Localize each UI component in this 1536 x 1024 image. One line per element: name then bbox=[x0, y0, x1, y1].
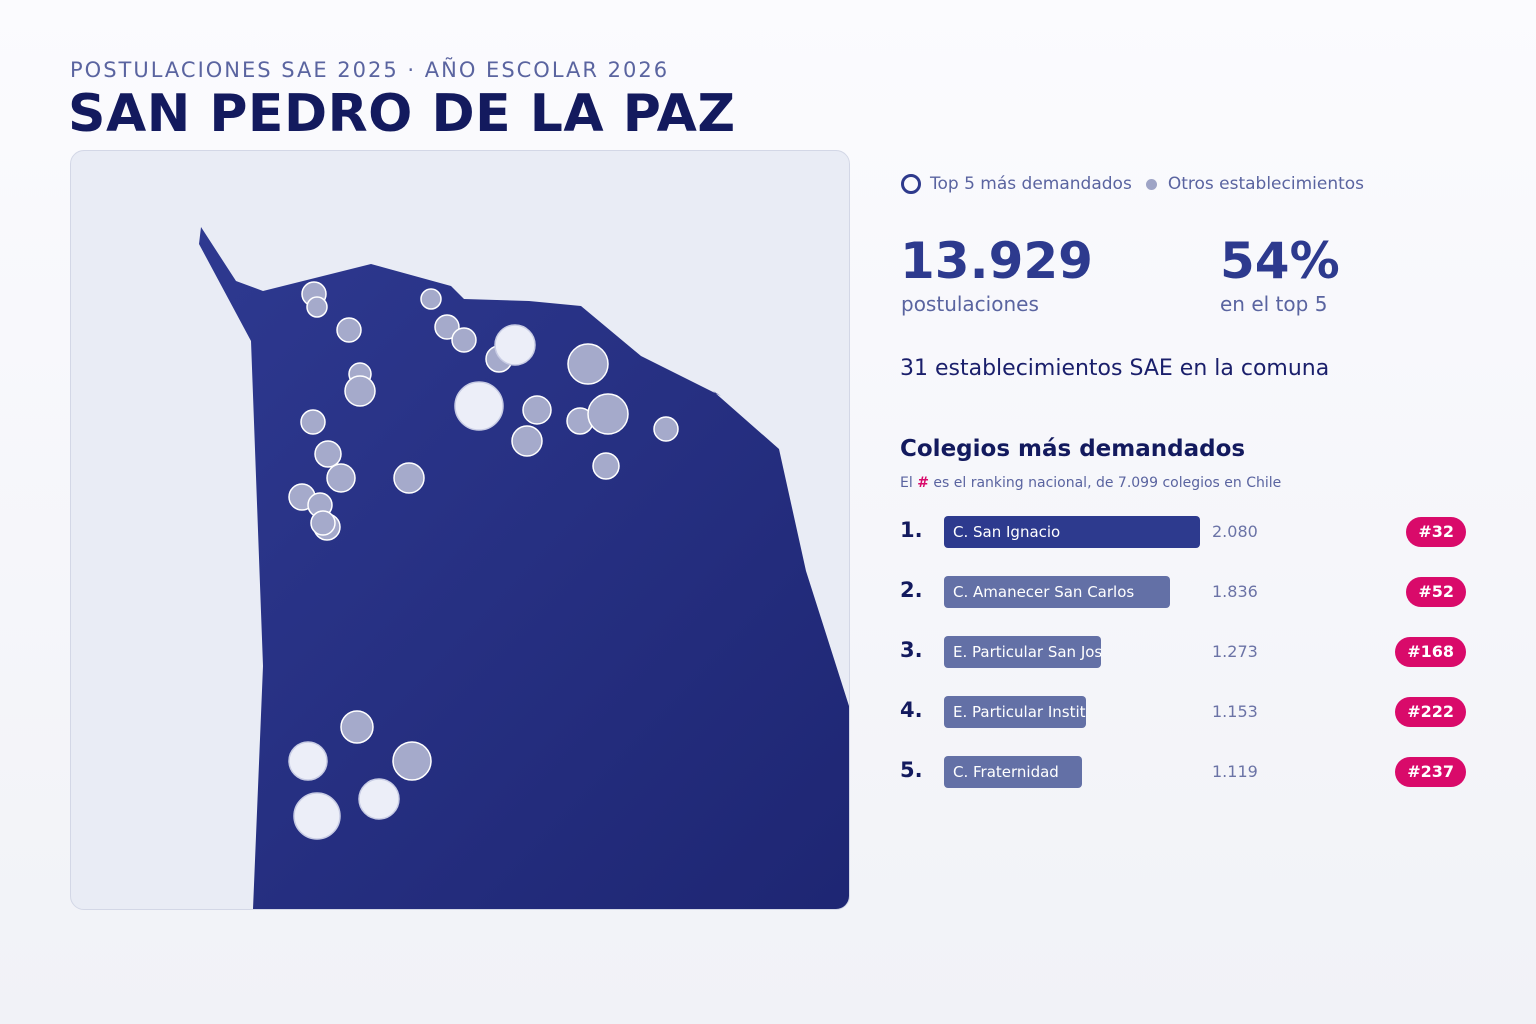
applications-value: 1.119 bbox=[1212, 762, 1258, 781]
school-marker[interactable] bbox=[587, 393, 629, 435]
ranking-row: 2. C. Amanecer San Carlos 1.836 #52 bbox=[900, 576, 1466, 610]
ranking-row: 5. C. Fraternidad 1.119 #237 bbox=[900, 756, 1466, 790]
applications-label: postulaciones bbox=[901, 292, 1039, 316]
school-marker[interactable] bbox=[420, 288, 442, 310]
school-marker[interactable] bbox=[653, 416, 679, 442]
demand-bar: E. Particular Instituto bbox=[944, 696, 1086, 728]
ranking-title: Colegios más demandados bbox=[900, 436, 1246, 462]
top5-share: 54% bbox=[1220, 232, 1340, 290]
school-marker[interactable] bbox=[392, 741, 432, 781]
ranking-row: 1. C. San Ignacio 2.080 #32 bbox=[900, 516, 1466, 550]
legend-top5-label: Top 5 más demandados bbox=[930, 174, 1132, 194]
school-marker[interactable] bbox=[344, 375, 376, 407]
national-rank-badge: #222 bbox=[1395, 697, 1466, 727]
commune-map bbox=[199, 227, 849, 909]
school-marker[interactable] bbox=[306, 296, 328, 318]
rank-number: 3. bbox=[900, 638, 923, 662]
applications-value: 1.273 bbox=[1212, 642, 1258, 661]
schools-count: 31 establecimientos SAE en la comuna bbox=[900, 356, 1330, 381]
top5-school-marker[interactable] bbox=[358, 778, 400, 820]
rank-number: 2. bbox=[900, 578, 923, 602]
top5-share-label: en el top 5 bbox=[1220, 292, 1328, 316]
school-marker[interactable] bbox=[511, 425, 543, 457]
national-rank-badge: #168 bbox=[1395, 637, 1466, 667]
applications-value: 1.836 bbox=[1212, 582, 1258, 601]
school-marker[interactable] bbox=[567, 343, 609, 385]
other-marker-icon bbox=[1145, 178, 1157, 190]
school-marker[interactable] bbox=[522, 395, 552, 425]
rank-number: 1. bbox=[900, 518, 923, 542]
applications-total: 13.929 bbox=[900, 232, 1093, 290]
map-legend: Top 5 más demandados Otros establecimien… bbox=[901, 174, 1364, 194]
school-marker[interactable] bbox=[434, 314, 460, 340]
national-rank-badge: #237 bbox=[1395, 757, 1466, 787]
top5-school-marker[interactable] bbox=[288, 741, 328, 781]
ranking-note-suffix: es el ranking nacional, de 7.099 colegio… bbox=[933, 475, 1282, 491]
school-marker[interactable] bbox=[336, 317, 362, 343]
demand-bar: C. Fraternidad bbox=[944, 756, 1082, 788]
applications-value: 2.080 bbox=[1212, 522, 1258, 541]
school-marker[interactable] bbox=[310, 510, 336, 536]
ranking-note: El # es el ranking nacional, de 7.099 co… bbox=[900, 475, 1281, 491]
national-rank-badge: #52 bbox=[1406, 577, 1466, 607]
demand-bar: C. Amanecer San Carlos bbox=[944, 576, 1170, 608]
school-marker[interactable] bbox=[393, 462, 425, 494]
school-marker[interactable] bbox=[592, 452, 620, 480]
legend-others-label: Otros establecimientos bbox=[1167, 174, 1365, 194]
top5-marker-icon bbox=[901, 174, 921, 194]
page-subtitle: POSTULACIONES SAE 2025 · AÑO ESCOLAR 202… bbox=[70, 58, 670, 82]
ranking-note-hash: # bbox=[917, 475, 929, 491]
national-rank-badge: #32 bbox=[1406, 517, 1466, 547]
rank-number: 4. bbox=[900, 698, 923, 722]
school-marker[interactable] bbox=[451, 327, 477, 353]
top5-school-marker[interactable] bbox=[293, 792, 341, 840]
demand-bar: C. San Ignacio bbox=[944, 516, 1200, 548]
applications-value: 1.153 bbox=[1212, 702, 1258, 721]
rank-number: 5. bbox=[900, 758, 923, 782]
page-title: SAN PEDRO DE LA PAZ bbox=[68, 84, 736, 144]
school-marker[interactable] bbox=[300, 409, 326, 435]
demand-bar: E. Particular San José bbox=[944, 636, 1101, 668]
ranking-row: 4. E. Particular Instituto 1.153 #222 bbox=[900, 696, 1466, 730]
school-marker[interactable] bbox=[340, 710, 374, 744]
top5-school-marker[interactable] bbox=[454, 381, 504, 431]
ranking-row: 3. E. Particular San José 1.273 #168 bbox=[900, 636, 1466, 670]
map-panel bbox=[70, 150, 850, 910]
ranking-note-prefix: El bbox=[900, 475, 913, 491]
top5-school-marker[interactable] bbox=[494, 324, 536, 366]
school-marker[interactable] bbox=[326, 463, 356, 493]
school-marker[interactable] bbox=[314, 440, 342, 468]
